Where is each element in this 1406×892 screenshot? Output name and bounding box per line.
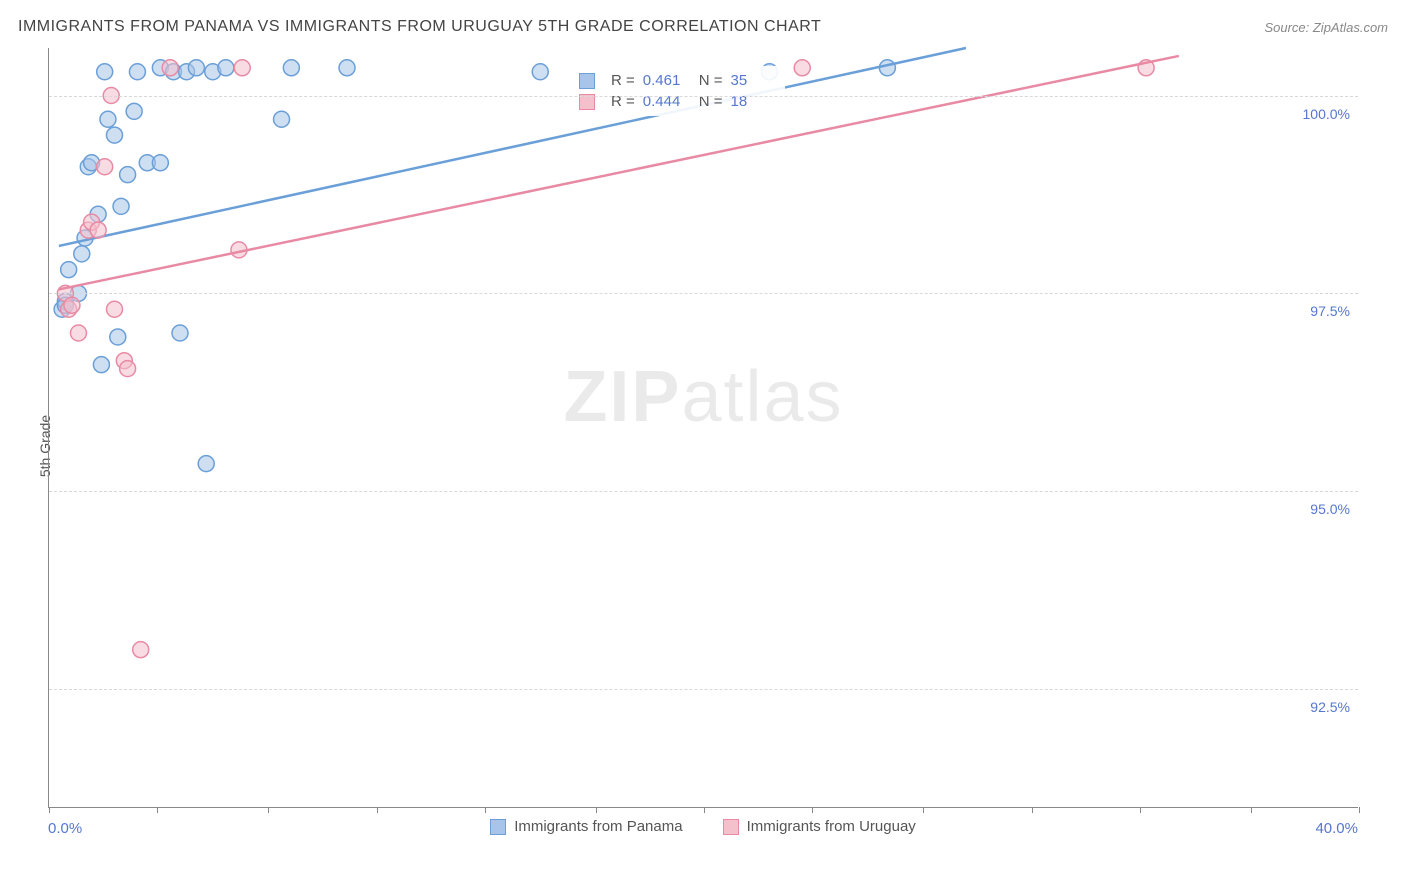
data-point: [61, 262, 77, 278]
x-tick: [377, 807, 378, 813]
series-swatch: [579, 73, 595, 89]
data-point: [64, 297, 80, 313]
x-tick: [49, 807, 50, 813]
plot-area: ZIPatlas R =0.461N =35R =0.444N =18 92.5…: [48, 48, 1358, 808]
x-tick: [1359, 807, 1360, 813]
x-tick: [923, 807, 924, 813]
stats-row: R = 0.461 N = 35: [579, 70, 779, 91]
x-tick: [812, 807, 813, 813]
data-point: [107, 301, 123, 317]
legend-label: Immigrants from Panama: [514, 818, 682, 835]
y-tick-label: 92.5%: [1310, 699, 1350, 715]
stats-legend-box: R = 0.461 N = 35 R =0.444N =18: [573, 66, 785, 116]
data-point: [120, 167, 136, 183]
stat-R-value: 0.461: [643, 72, 691, 89]
x-tick: [485, 807, 486, 813]
data-point: [107, 127, 123, 143]
data-point: [120, 361, 136, 377]
data-point: [274, 111, 290, 127]
data-point: [218, 60, 234, 76]
data-point: [794, 60, 810, 76]
gridline: [49, 491, 1358, 492]
stat-N-value: 35: [731, 72, 779, 89]
x-tick: [1140, 807, 1141, 813]
bottom-legend: Immigrants from Panama Immigrants from Ur…: [0, 818, 1406, 840]
data-point: [97, 159, 113, 175]
legend-label: Immigrants from Uruguay: [747, 818, 916, 835]
legend-swatch: [490, 819, 506, 835]
data-point: [126, 103, 142, 119]
legend-item: Immigrants from Panama: [490, 818, 682, 835]
stat-N-label: N =: [699, 72, 723, 89]
gridline: [49, 689, 1358, 690]
data-point: [113, 198, 129, 214]
data-point: [162, 60, 178, 76]
trend-line: [59, 48, 966, 246]
data-point: [198, 456, 214, 472]
x-tick: [1032, 807, 1033, 813]
stat-R-label: R =: [611, 72, 635, 89]
data-point: [129, 64, 145, 80]
data-point: [90, 222, 106, 238]
x-tick: [1251, 807, 1252, 813]
source-attribution: Source: ZipAtlas.com: [1264, 20, 1388, 35]
legend-swatch: [723, 819, 739, 835]
data-point: [100, 111, 116, 127]
data-point: [93, 357, 109, 373]
data-point: [110, 329, 126, 345]
gridline: [49, 96, 1358, 97]
y-tick-label: 95.0%: [1310, 501, 1350, 517]
y-tick-label: 97.5%: [1310, 303, 1350, 319]
chart-title: IMMIGRANTS FROM PANAMA VS IMMIGRANTS FRO…: [18, 18, 821, 36]
legend-item: Immigrants from Uruguay: [723, 818, 916, 835]
gridline: [49, 293, 1358, 294]
data-point: [188, 60, 204, 76]
x-tick: [596, 807, 597, 813]
x-tick: [157, 807, 158, 813]
data-point: [234, 60, 250, 76]
data-point: [879, 60, 895, 76]
data-point: [70, 325, 86, 341]
data-point: [97, 64, 113, 80]
data-point: [283, 60, 299, 76]
data-point: [339, 60, 355, 76]
x-tick: [704, 807, 705, 813]
chart-header: IMMIGRANTS FROM PANAMA VS IMMIGRANTS FRO…: [18, 18, 1388, 36]
stats-row: R =0.444N =18: [579, 91, 779, 112]
chart-svg: [49, 48, 1358, 807]
x-tick: [268, 807, 269, 813]
y-tick-label: 100.0%: [1303, 106, 1350, 122]
data-point: [152, 155, 168, 171]
data-point: [133, 642, 149, 658]
data-point: [172, 325, 188, 341]
data-point: [74, 246, 90, 262]
data-point: [532, 64, 548, 80]
